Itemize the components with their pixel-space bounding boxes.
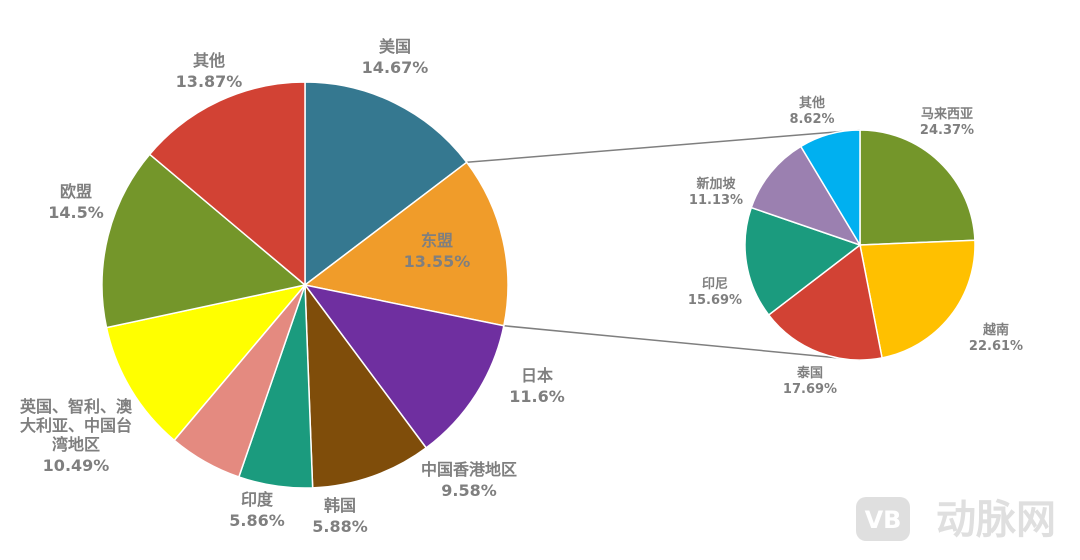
- watermark: VB 动脉网: [856, 497, 1056, 543]
- main-label: 欧盟 14.5%: [48, 182, 104, 222]
- main-slice: [303, 283, 505, 449]
- sub-slice: [767, 243, 883, 361]
- breakdown-pie: [744, 129, 976, 361]
- main-label-value: 9.58%: [441, 481, 497, 500]
- main-slice: [304, 282, 428, 489]
- main-slice: [303, 161, 509, 327]
- sub-label-value: 8.62%: [789, 112, 834, 127]
- sub-label-name: 马来西亚: [921, 106, 973, 122]
- sub-label-value: 22.61%: [969, 339, 1023, 354]
- sub-slice: [744, 206, 862, 316]
- sub-slice: [799, 129, 861, 248]
- sub-label: 其他8.62%: [789, 95, 834, 127]
- sub-slice: [750, 145, 862, 247]
- main-slice: [101, 153, 307, 329]
- sub-label-value: 11.13%: [689, 193, 743, 208]
- main-label-name: 印度: [241, 490, 274, 509]
- main-label-name: 东盟: [421, 231, 453, 250]
- main-slice: [105, 283, 307, 442]
- main-label: 其他 13.87%: [176, 51, 243, 91]
- main-label-value: 14.5%: [48, 203, 104, 222]
- main-label-name: 日本: [521, 366, 553, 385]
- main-label: 中国香港地区 9.58%: [421, 460, 517, 500]
- main-label-name: 湾地区: [52, 435, 100, 454]
- watermark-logo-text: VB: [865, 506, 902, 534]
- main-label-value: 11.6%: [509, 387, 565, 406]
- main-slice: [148, 81, 306, 287]
- sub-label-name: 新加坡: [696, 176, 736, 192]
- sub-slice: [859, 239, 976, 359]
- sub-label-value: 17.69%: [783, 382, 837, 397]
- main-label-value: 5.88%: [312, 517, 368, 536]
- main-label: 日本 11.6%: [509, 366, 565, 406]
- main-label-value: 13.55%: [404, 252, 471, 271]
- main-label-value: 5.86%: [229, 511, 285, 530]
- main-pie: [101, 81, 509, 489]
- main-label-name: 美国: [379, 37, 411, 56]
- main-label-name: 中国香港地区: [421, 460, 517, 479]
- watermark-logo: [856, 497, 910, 541]
- sub-label-name: 其他: [799, 95, 825, 111]
- main-label-value: 10.49%: [43, 456, 110, 475]
- main-label: 韩国 5.88%: [312, 496, 368, 536]
- sub-label-name: 泰国: [796, 365, 823, 381]
- main-label: 美国 14.67%: [362, 37, 429, 77]
- main-label-name: 大利亚、中国台: [20, 416, 132, 435]
- main-label-name: 欧盟: [60, 182, 92, 201]
- main-label: 东盟 13.55%: [404, 231, 471, 271]
- sub-label-name: 印尼: [702, 277, 728, 292]
- connector-line: [466, 129, 861, 164]
- watermark-text: 动脉网: [936, 497, 1056, 543]
- main-label: 印度 5.86%: [229, 490, 285, 530]
- sub-label-name: 越南: [982, 322, 1009, 338]
- main-label-name: 英国、智利、澳: [19, 397, 133, 416]
- data-labels: 美国 14.67% 东盟 13.55% 日本 11.6% 中国香港地区 9.58% 韩国 5.88…: [19, 37, 1023, 536]
- connector-lines: [466, 129, 861, 361]
- main-label-name: 韩国: [324, 496, 356, 515]
- main-label-value: 13.87%: [176, 72, 243, 91]
- connector-line: [503, 325, 861, 361]
- sub-label-value: 15.69%: [688, 293, 742, 308]
- main-slice: [304, 81, 468, 287]
- main-label-value: 14.67%: [362, 58, 429, 77]
- sub-slice: [859, 129, 976, 246]
- sub-label-value: 24.37%: [920, 123, 974, 138]
- main-label-name: 其他: [193, 51, 225, 70]
